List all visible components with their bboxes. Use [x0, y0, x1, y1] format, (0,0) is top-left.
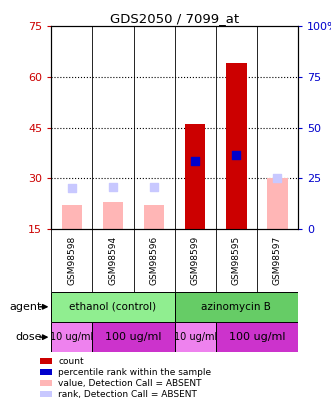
Point: [275, 175, 280, 181]
Text: GSM98598: GSM98598: [67, 236, 76, 285]
Point: [234, 151, 239, 158]
Text: 100 ug/ml: 100 ug/ml: [105, 332, 162, 342]
Text: percentile rank within the sample: percentile rank within the sample: [59, 368, 212, 377]
Bar: [267, 178, 288, 229]
Bar: [175, 322, 216, 352]
Point: [151, 183, 157, 190]
Text: GSM98595: GSM98595: [232, 236, 241, 285]
Point: [193, 158, 198, 164]
Bar: [40, 391, 52, 397]
Text: ethanol (control): ethanol (control): [70, 302, 157, 312]
Bar: [103, 202, 123, 229]
Bar: [92, 322, 175, 352]
Point: [69, 185, 74, 192]
Text: dose: dose: [15, 332, 41, 342]
Text: 100 ug/ml: 100 ug/ml: [228, 332, 285, 342]
Bar: [216, 322, 298, 352]
Bar: [226, 64, 247, 229]
Text: count: count: [59, 357, 84, 366]
Text: 10 ug/ml: 10 ug/ml: [173, 332, 217, 342]
Bar: [51, 322, 92, 352]
Bar: [144, 205, 164, 229]
Bar: [40, 369, 52, 375]
Text: azinomycin B: azinomycin B: [201, 302, 271, 312]
Bar: [175, 292, 298, 322]
Text: agent: agent: [9, 302, 41, 312]
Bar: [51, 292, 175, 322]
Text: GSM98599: GSM98599: [191, 236, 200, 285]
Text: 10 ug/ml: 10 ug/ml: [50, 332, 93, 342]
Text: GSM98596: GSM98596: [150, 236, 159, 285]
Bar: [62, 205, 82, 229]
Text: GSM98594: GSM98594: [109, 236, 118, 285]
Point: [110, 183, 116, 190]
Bar: [185, 124, 206, 229]
Text: rank, Detection Call = ABSENT: rank, Detection Call = ABSENT: [59, 390, 197, 399]
Text: GSM98597: GSM98597: [273, 236, 282, 285]
Bar: [40, 380, 52, 386]
Bar: [40, 358, 52, 364]
Text: value, Detection Call = ABSENT: value, Detection Call = ABSENT: [59, 379, 202, 388]
Title: GDS2050 / 7099_at: GDS2050 / 7099_at: [110, 12, 239, 25]
